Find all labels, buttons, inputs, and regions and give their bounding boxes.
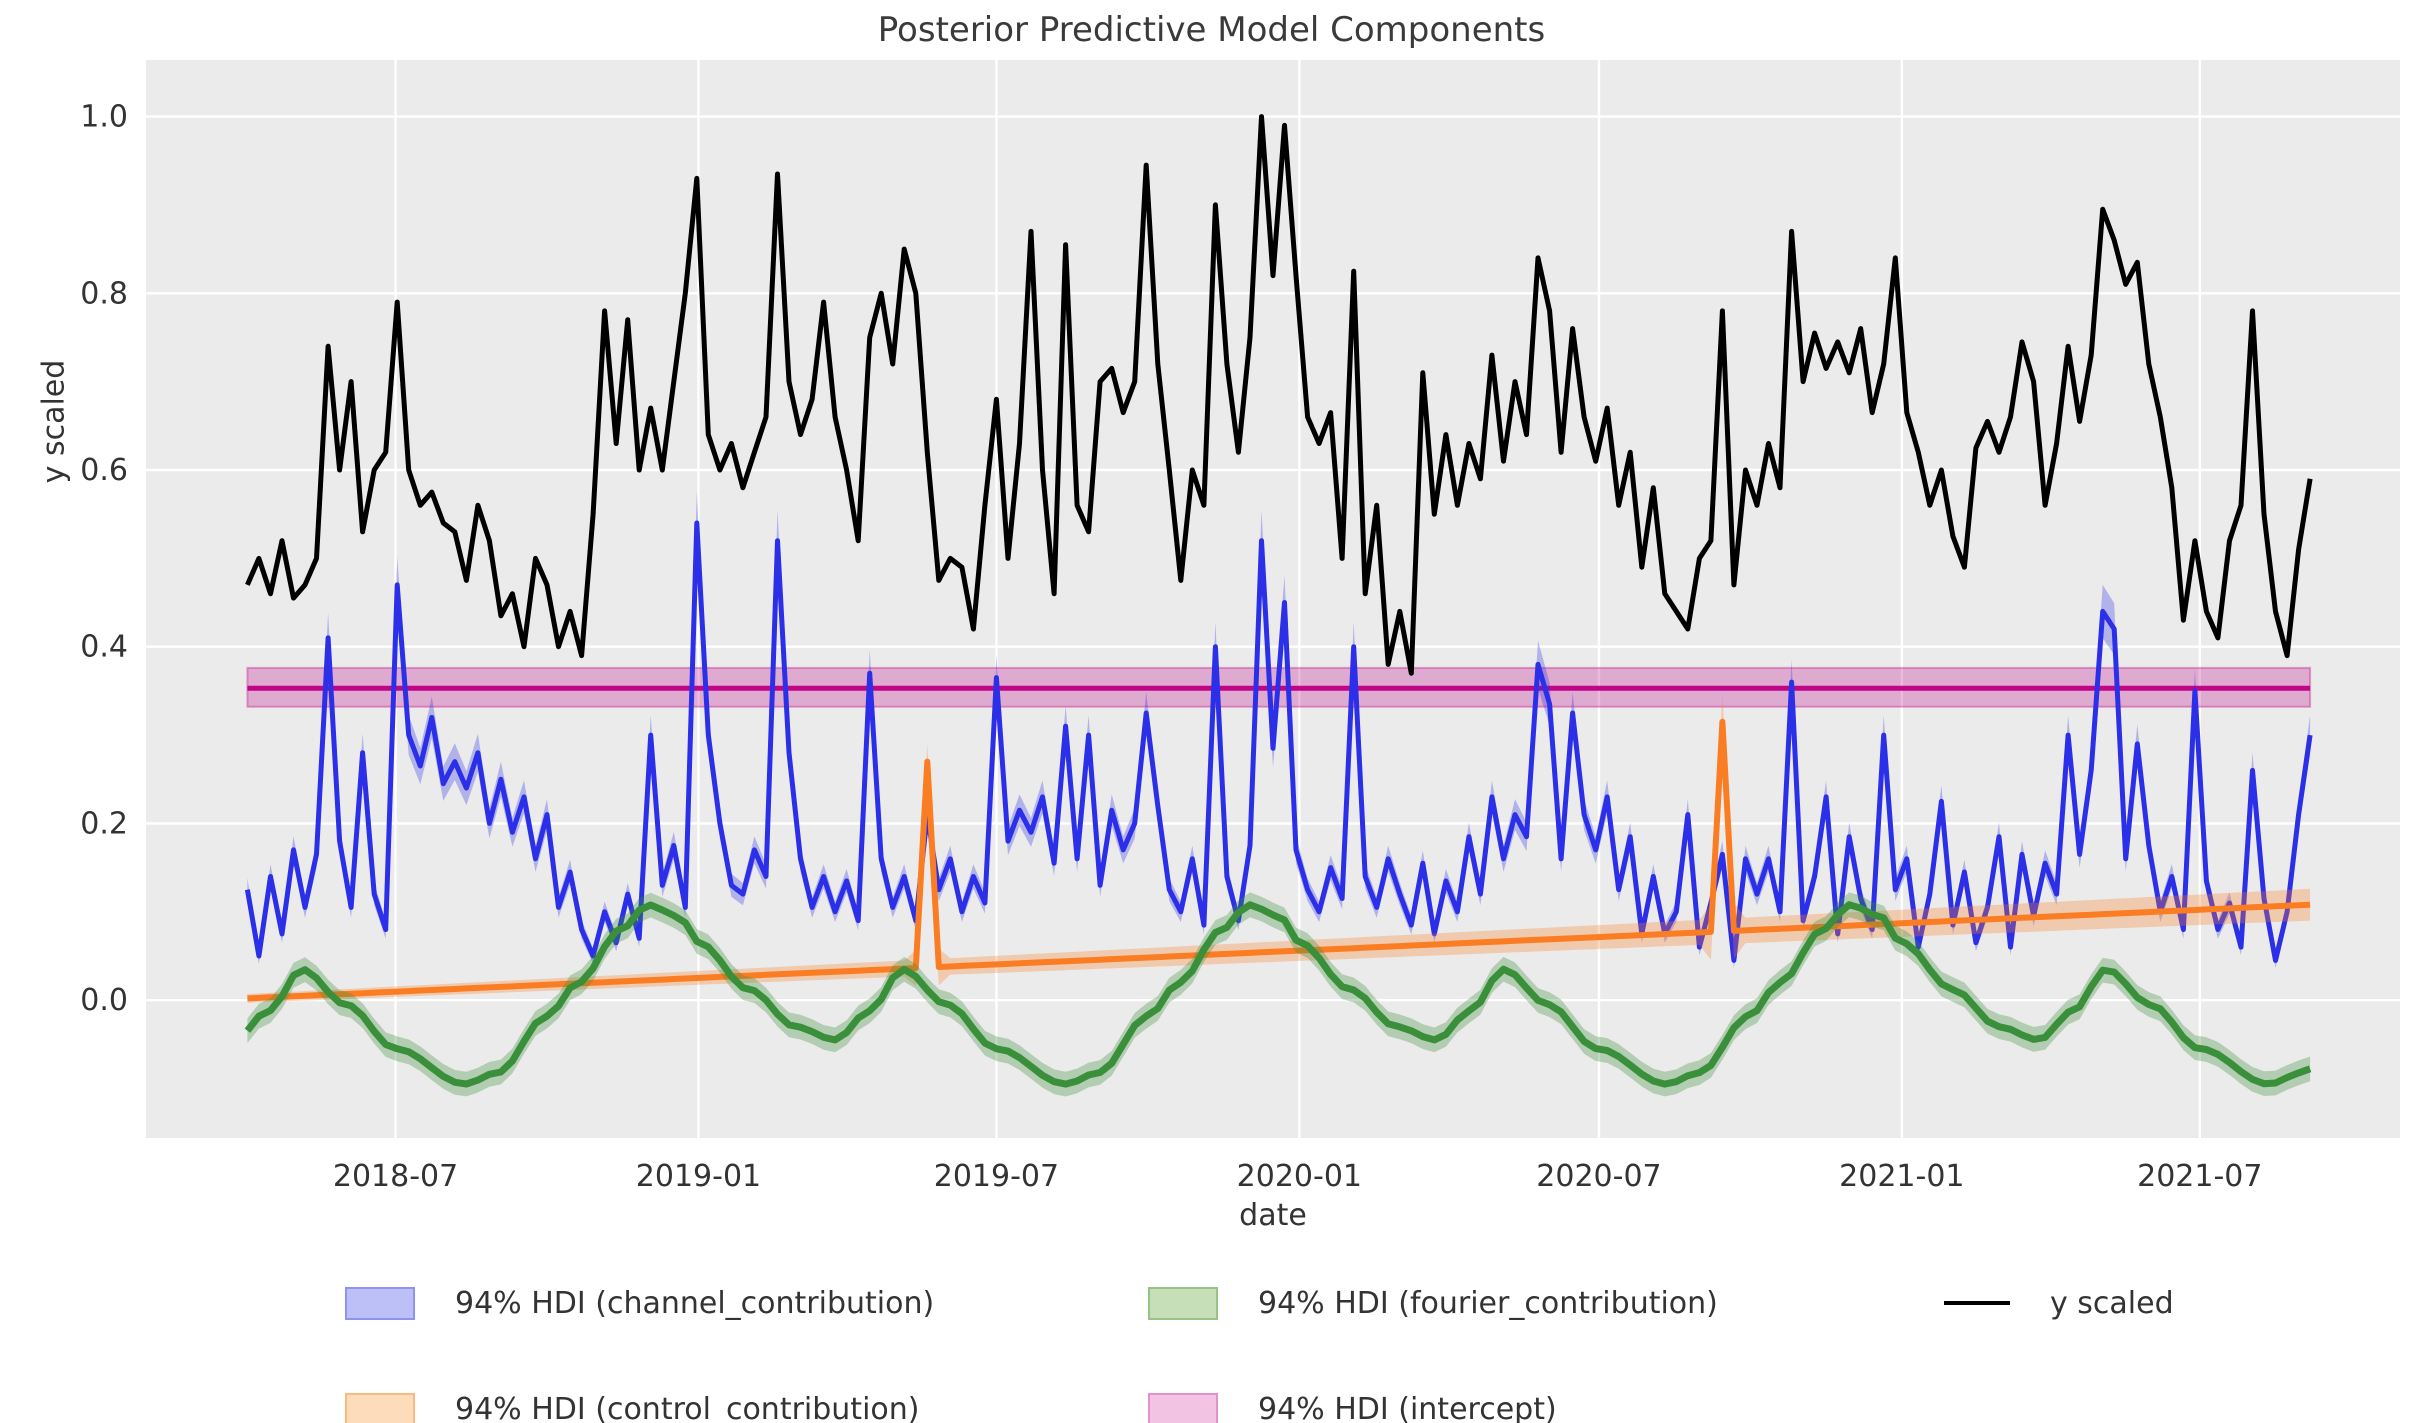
chart-title: Posterior Predictive Model Components (877, 10, 1546, 50)
legend-item-y-scaled: y scaled (1944, 1283, 2174, 1323)
y-tick-label-5: 1.0 (80, 100, 128, 135)
y-axis-label: y scaled (36, 359, 72, 484)
x-tick-label-4: 2020-07 (1536, 1159, 1661, 1194)
legend-label-control: 94% HDI (control_contribution) (455, 1391, 920, 1423)
legend-item-channel: 94% HDI (channel_contribution) (345, 1283, 934, 1323)
control-hdi-swatch (345, 1392, 415, 1423)
legend: 94% HDI (channel_contribution) 94% HDI (… (0, 1262, 2423, 1423)
y-scaled-line-swatch (1944, 1301, 2010, 1305)
fourier-line (244, 901, 2312, 1088)
legend-label-intercept: 94% HDI (intercept) (1258, 1391, 1557, 1423)
y-scaled-line (245, 114, 2313, 676)
y-tick-label-2: 0.4 (80, 630, 128, 665)
legend-item-control: 94% HDI (control_contribution) (345, 1389, 919, 1423)
legend-label-y-scaled: y scaled (2050, 1285, 2174, 1321)
x-tick-label-6: 2021-07 (2137, 1159, 2262, 1194)
x-axis-label: date (1239, 1198, 1307, 1233)
fourier-hdi-band (247, 892, 2311, 1097)
y-tick-label-3: 0.6 (80, 453, 128, 488)
x-tick-label-2: 2019-07 (934, 1159, 1059, 1194)
channel-line (244, 520, 2313, 963)
legend-label-channel: 94% HDI (channel_contribution) (455, 1285, 935, 1321)
legend-label-fourier: 94% HDI (fourier_contribution) (1258, 1285, 1718, 1321)
legend-item-fourier: 94% HDI (fourier_contribution) (1148, 1283, 1718, 1323)
y-tick-label-0: 0.0 (80, 983, 128, 1018)
x-tick-label-1: 2019-01 (636, 1159, 761, 1194)
x-tick-label-3: 2020-01 (1237, 1159, 1362, 1194)
y-tick-label-1: 0.2 (80, 806, 128, 841)
y-tick-label-4: 0.8 (80, 276, 128, 311)
plot-background (146, 60, 2400, 1138)
x-tick-label-5: 2021-01 (1839, 1159, 1964, 1194)
control-line (247, 718, 2311, 1002)
legend-item-intercept: 94% HDI (intercept) (1148, 1389, 1557, 1423)
fourier-hdi-swatch (1148, 1286, 1218, 1320)
x-tick-label-0: 2018-07 (333, 1159, 458, 1194)
intercept-hdi-swatch (1148, 1392, 1218, 1423)
channel-hdi-swatch (345, 1286, 415, 1320)
